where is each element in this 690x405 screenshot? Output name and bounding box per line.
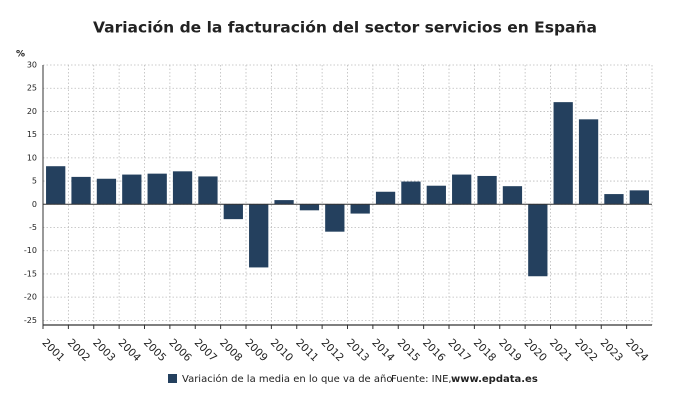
x-tick-label: 2015 <box>395 337 422 364</box>
x-tick-label: 2023 <box>598 337 625 364</box>
bar <box>274 200 294 205</box>
bar <box>172 171 193 205</box>
y-tick-label: 30 <box>27 61 37 70</box>
bar <box>46 166 66 205</box>
bar <box>401 181 421 205</box>
bar <box>578 119 599 205</box>
x-tick-label: 2012 <box>319 337 346 364</box>
source-site: www.epdata.es <box>451 374 538 385</box>
y-tick-label: -20 <box>24 293 37 302</box>
x-tick-label: 2004 <box>116 337 144 365</box>
bar <box>477 175 497 205</box>
bar <box>553 102 573 205</box>
x-tick-label: 2010 <box>268 337 295 364</box>
x-tick-label: 2016 <box>420 337 448 365</box>
bar <box>350 204 370 214</box>
legend-swatch <box>168 374 177 383</box>
bar <box>502 186 523 205</box>
x-tick-label: 2003 <box>90 337 117 364</box>
bar <box>604 194 624 205</box>
bar <box>71 176 91 205</box>
x-tick-label: 2017 <box>445 337 472 364</box>
bar <box>528 204 548 277</box>
x-tick-label: 2020 <box>522 337 549 364</box>
x-tick-label: 2022 <box>572 337 599 364</box>
bar <box>452 174 472 205</box>
y-tick-label: 5 <box>32 177 37 186</box>
x-tick-label: 2014 <box>369 337 397 365</box>
bar <box>325 204 345 232</box>
x-tick-label: 2008 <box>217 337 244 364</box>
y-tick-label: 25 <box>27 84 37 93</box>
x-tick-label: 2006 <box>166 337 194 365</box>
x-tick-label: 2018 <box>471 337 498 364</box>
y-tick-label: 10 <box>27 153 37 162</box>
bar <box>147 173 167 205</box>
legend-label: Variación de la media en lo que va de añ… <box>182 373 392 385</box>
y-tick-label: 0 <box>32 200 37 209</box>
bar <box>122 174 142 205</box>
x-tick-label: 2024 <box>623 337 651 365</box>
y-tick-label: 20 <box>27 107 37 116</box>
source-label: Fuente: INE, <box>391 374 452 385</box>
y-tick-label: -5 <box>29 223 37 232</box>
bar <box>249 204 269 268</box>
bar <box>198 176 218 205</box>
y-tick-label: -10 <box>24 246 37 255</box>
y-tick-label: -15 <box>24 269 37 278</box>
bar <box>375 191 396 205</box>
bar <box>223 204 243 220</box>
chart-title: Variación de la facturación del sector s… <box>93 19 597 37</box>
bar <box>629 190 649 205</box>
x-tick-label: 2005 <box>141 337 168 364</box>
bar <box>299 204 320 211</box>
x-tick-label: 2011 <box>293 337 320 364</box>
y-unit: % <box>16 50 25 60</box>
y-tick-label: 15 <box>27 130 37 139</box>
x-tick-label: 2009 <box>242 337 269 364</box>
x-tick-label: 2021 <box>547 337 574 364</box>
bar <box>96 178 117 205</box>
x-tick-label: 2007 <box>192 337 219 364</box>
x-tick-label: 2002 <box>65 337 92 364</box>
bar <box>426 185 446 205</box>
x-tick-label: 2001 <box>39 337 66 364</box>
x-tick-label: 2019 <box>496 337 523 364</box>
x-tick-label: 2013 <box>344 337 371 364</box>
y-tick-label: -25 <box>24 316 37 325</box>
